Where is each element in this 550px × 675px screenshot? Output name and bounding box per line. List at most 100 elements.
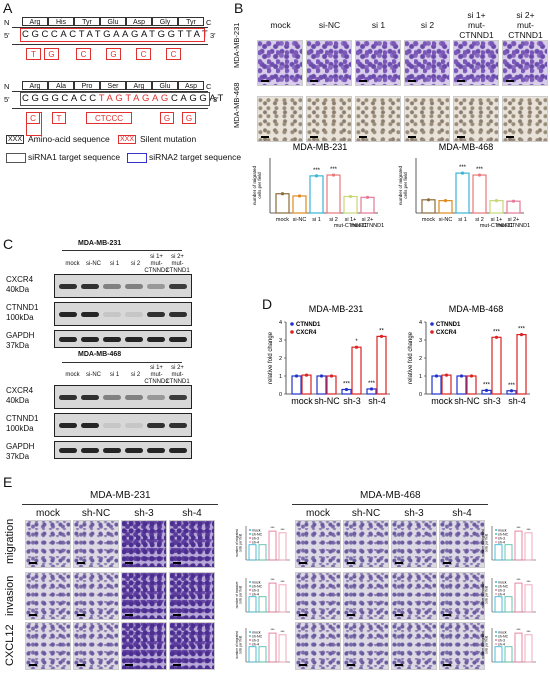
- scale-bar: [395, 664, 403, 666]
- column-header: sh-NC: [351, 508, 381, 519]
- y-axis-label: relative fold change: [268, 331, 274, 384]
- lane-label: mock: [65, 372, 80, 378]
- legend-marker: [249, 537, 251, 539]
- legend-label: mock: [498, 580, 507, 584]
- data-point: [365, 195, 370, 199]
- bar: [268, 530, 277, 561]
- column-header: sh-4: [182, 508, 202, 519]
- legend-label: sh-4: [252, 592, 259, 596]
- bar: [524, 532, 533, 561]
- bar: [248, 544, 257, 561]
- panel-b-column-header: si-NC: [318, 20, 341, 30]
- legend-label: CTNND1: [296, 322, 321, 328]
- dna-sequence-2: CGGGCACCTAGTAGAGCAGGAT: [22, 93, 226, 104]
- lane-label: si 1: [109, 261, 120, 267]
- micrograph: [121, 622, 167, 670]
- legend-label: sh-3: [252, 638, 259, 642]
- mini-bar-chart: number of migratedcells per field *** *** m…: [235, 628, 290, 663]
- protein-size: 40kDa: [6, 285, 30, 294]
- micrograph: [121, 520, 167, 568]
- legend-label: mock: [498, 630, 507, 634]
- data-point: [434, 374, 439, 378]
- protein-size: 37kDa: [6, 452, 30, 461]
- protein-band: [81, 423, 99, 428]
- legend-marker: [249, 533, 251, 535]
- bar: [376, 335, 387, 395]
- protein-band: [103, 448, 121, 453]
- five-prime-label-2: 5': [4, 95, 10, 104]
- amino-acid-box: Asp: [126, 17, 152, 26]
- x-tick-label: sh-4: [508, 396, 526, 406]
- micrograph: [343, 622, 389, 670]
- three-prime-label-2: 3': [213, 95, 219, 104]
- lane-label: si 1+ mut-CTNND1: [144, 254, 169, 274]
- data-point: [304, 373, 309, 377]
- y-tick-label: 1: [419, 374, 422, 380]
- sequence-top-line-2: [12, 91, 208, 92]
- tick-label-line: si-NC: [293, 217, 307, 223]
- significance-label: ***: [493, 329, 501, 335]
- scale-bar: [347, 562, 355, 564]
- micrograph: [169, 520, 215, 568]
- protein-band: [169, 312, 187, 317]
- protein-band: [147, 312, 165, 317]
- bar: [275, 193, 290, 214]
- bar: [291, 375, 302, 395]
- scale-bar: [29, 614, 37, 616]
- micrograph: [391, 572, 437, 620]
- legend-label: sh-NC: [498, 532, 509, 536]
- protein-name: CTNND1: [6, 414, 39, 423]
- tick-label: si 1: [458, 217, 467, 223]
- three-prime-label: 3': [210, 31, 216, 40]
- n-terminus-label-2: N: [4, 82, 10, 91]
- lane-label: si-NC: [86, 261, 101, 267]
- tick-label-line: mock: [276, 217, 289, 223]
- significance-label: ***: [508, 383, 516, 389]
- protein-band: [169, 423, 187, 428]
- protein-name: CTNND1: [6, 303, 39, 312]
- data-point: [331, 173, 336, 177]
- chart-title: MDA-MB-468: [449, 304, 504, 314]
- micrograph: [169, 572, 215, 620]
- micrograph: [439, 520, 485, 568]
- protein-band: [125, 423, 143, 428]
- y-tick-label: 4: [419, 320, 422, 326]
- micrograph: [404, 96, 450, 142]
- amino-acid-row-1: Arg His Tyr Glu Asp Gly Tyr: [22, 17, 204, 26]
- legend-marker: [495, 589, 497, 591]
- legend-marker: [495, 639, 497, 641]
- y-axis-label: number of migratedcells per field: [481, 529, 489, 557]
- significance-label: *: [355, 339, 358, 345]
- grouped-bar-chart: MDA-MB-468 relative fold change 0 1 2 3 4 CTNND…: [408, 304, 530, 406]
- data-point: [329, 374, 334, 378]
- tick-label-line: mut-CTNND1: [334, 223, 367, 229]
- micrograph: [295, 622, 341, 670]
- y-label-line: cells per field: [485, 635, 489, 654]
- y-label-line: number of migrated: [235, 631, 239, 659]
- mini-bar-chart: number of invasivecells per field *** *** m…: [235, 578, 290, 613]
- scale-bar: [299, 664, 307, 666]
- y-label-line: cells per field: [239, 585, 243, 604]
- sequence-top-line: [12, 27, 208, 28]
- bar: [278, 584, 287, 613]
- silent-mutation-box: C: [26, 112, 40, 124]
- bar: [278, 532, 287, 561]
- y-label-line: number of migrated: [252, 165, 257, 205]
- scale-bar: [443, 614, 451, 616]
- legend-marker: [495, 533, 497, 535]
- data-point: [477, 173, 482, 177]
- protein-band: [59, 395, 77, 400]
- significance-label: ***: [526, 580, 531, 584]
- legend-label: CXCR4: [296, 330, 317, 336]
- scale-bar: [125, 562, 133, 564]
- panel-label-e: E: [3, 474, 13, 490]
- legend-label: CXCR4: [436, 330, 457, 336]
- scale-bar: [395, 614, 403, 616]
- protein-label: GAPDH 37kDa: [6, 331, 34, 351]
- bar: [524, 584, 533, 613]
- bar: [514, 632, 523, 663]
- blot-strip: [54, 330, 192, 348]
- chart-title: MDA-MB-231: [309, 304, 364, 314]
- bar: [421, 199, 436, 214]
- legend-marker: [249, 529, 251, 531]
